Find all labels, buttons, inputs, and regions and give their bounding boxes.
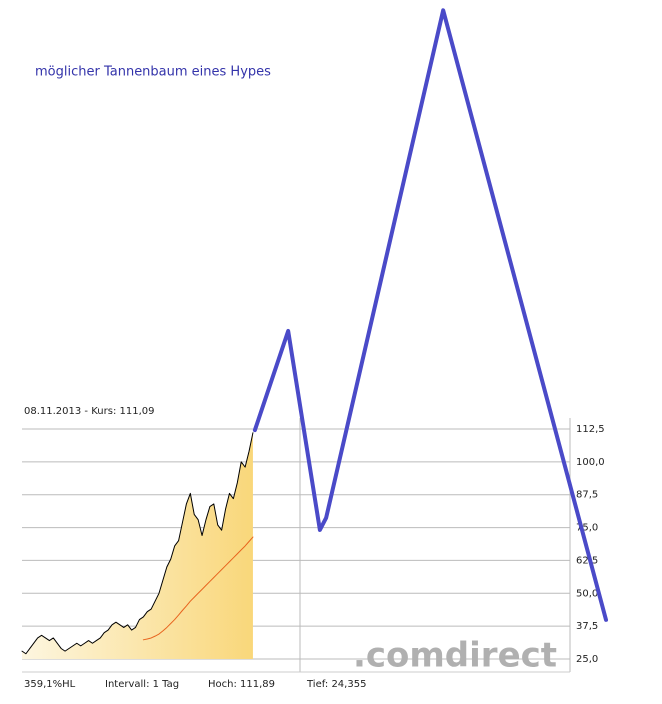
- y-tick-label: 25,0: [576, 654, 598, 665]
- annotation-line: [252, 8, 609, 622]
- y-tick-label: 50,0: [576, 588, 598, 599]
- footer-item: Tief: 24,355: [306, 679, 366, 690]
- watermark: .comdirect: [353, 636, 557, 676]
- y-tick-label: 62,5: [576, 555, 598, 566]
- y-tick-label: 37,5: [576, 621, 598, 632]
- y-tick-label: 112,5: [576, 424, 605, 435]
- area: [22, 432, 253, 659]
- footer-item: Hoch: 111,89: [208, 679, 275, 690]
- y-tick-label: 87,5: [576, 490, 598, 501]
- footer-item: Intervall: 1 Tag: [105, 679, 179, 690]
- line: [21, 432, 254, 655]
- y-tick-label: 100,0: [576, 457, 605, 468]
- chart-title: möglicher Tannenbaum eines Hypes: [35, 65, 271, 80]
- y-tick-label: 75,0: [576, 523, 598, 534]
- footer-item: 359,1%HL: [24, 679, 76, 690]
- line: [142, 536, 254, 641]
- chart-subtitle: 08.11.2013 - Kurs: 111,09: [24, 406, 154, 417]
